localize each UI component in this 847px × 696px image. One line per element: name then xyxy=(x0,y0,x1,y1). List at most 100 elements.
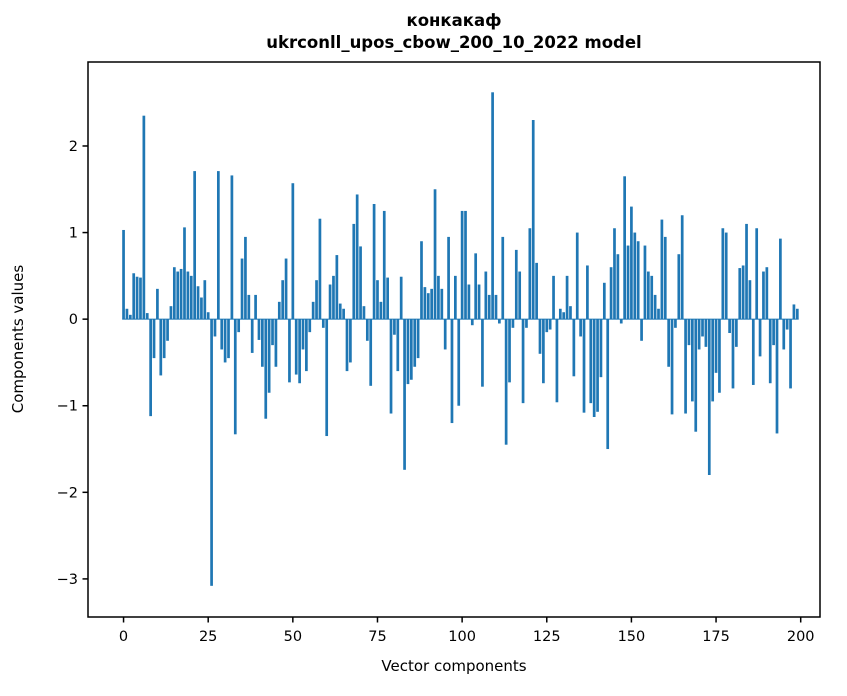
bar-142 xyxy=(602,282,606,320)
chart-title-line1: конкакаф xyxy=(407,11,502,30)
bar-167 xyxy=(687,319,691,346)
bar-48 xyxy=(284,258,288,320)
bar-62 xyxy=(332,275,335,320)
bar-44 xyxy=(271,319,274,346)
bar-165 xyxy=(680,215,684,320)
bar-1 xyxy=(125,308,129,320)
bar-144 xyxy=(609,267,613,320)
bar-196 xyxy=(785,319,789,330)
bar-138 xyxy=(589,319,593,404)
bar-117 xyxy=(518,271,522,320)
bar-140 xyxy=(596,319,599,412)
bar-157 xyxy=(653,294,657,320)
bar-191 xyxy=(768,319,772,384)
bar-73 xyxy=(369,319,373,386)
bar-132 xyxy=(569,306,572,320)
bar-3 xyxy=(132,273,136,320)
bar-158 xyxy=(657,308,660,320)
bar-123 xyxy=(538,319,542,354)
x-tick-label-75: 75 xyxy=(368,629,386,645)
bar-43 xyxy=(267,319,271,393)
y-axis-label: Components values xyxy=(9,265,27,414)
bar-141 xyxy=(599,319,603,378)
bar-89 xyxy=(423,287,427,320)
chart-title-line2: ukrconll_upos_cbow_200_10_2022 model xyxy=(266,33,641,52)
bar-149 xyxy=(626,245,630,320)
bar-8 xyxy=(149,319,152,417)
bar-15 xyxy=(172,267,176,320)
bar-169 xyxy=(694,319,698,432)
bar-32 xyxy=(230,175,234,320)
bar-21 xyxy=(193,171,197,320)
bar-33 xyxy=(233,319,237,435)
bar-95 xyxy=(443,319,447,350)
bar-163 xyxy=(674,319,677,328)
bar-105 xyxy=(477,284,481,320)
bar-178 xyxy=(724,232,728,320)
bar-26 xyxy=(210,319,213,586)
bar-49 xyxy=(288,319,291,383)
bar-38 xyxy=(250,319,254,353)
bar-64 xyxy=(338,303,342,320)
bar-47 xyxy=(281,280,285,320)
bar-161 xyxy=(667,319,671,367)
bar-22 xyxy=(196,286,200,320)
bar-170 xyxy=(697,319,701,350)
bar-91 xyxy=(430,288,434,320)
bar-51 xyxy=(294,319,298,375)
bar-29 xyxy=(220,319,224,350)
bar-70 xyxy=(359,246,362,320)
bar-128 xyxy=(555,319,559,403)
bar-139 xyxy=(592,319,596,417)
bar-76 xyxy=(379,301,383,320)
bar-199 xyxy=(795,308,799,320)
bar-37 xyxy=(247,294,251,320)
bar-189 xyxy=(762,271,765,320)
bar-126 xyxy=(548,319,552,330)
bar-16 xyxy=(176,271,180,320)
x-tick-label-25: 25 xyxy=(199,629,217,645)
bar-171 xyxy=(701,319,704,337)
bar-118 xyxy=(521,319,525,404)
bar-172 xyxy=(704,319,708,347)
bar-11 xyxy=(159,319,163,376)
bar-5 xyxy=(139,277,142,320)
bar-122 xyxy=(535,262,538,320)
bar-93 xyxy=(437,275,440,320)
bar-17 xyxy=(179,268,183,320)
bar-34 xyxy=(237,319,241,333)
bar-46 xyxy=(277,301,281,320)
y-tick-label--1: −1 xyxy=(57,399,78,415)
bar-39 xyxy=(254,294,257,320)
bar-69 xyxy=(355,194,359,320)
bar-102 xyxy=(467,284,471,320)
bar-110 xyxy=(494,294,498,320)
bar-143 xyxy=(606,319,610,450)
bar-90 xyxy=(426,293,430,320)
bar-124 xyxy=(542,319,545,384)
bar-59 xyxy=(321,319,325,328)
bar-101 xyxy=(464,210,467,320)
bar-54 xyxy=(305,319,308,372)
bar-148 xyxy=(623,176,626,320)
bar-42 xyxy=(264,319,268,419)
bar-14 xyxy=(169,306,173,320)
bar-186 xyxy=(751,319,755,385)
y-tick-label--3: −3 xyxy=(57,572,78,588)
bar-127 xyxy=(552,275,555,320)
bar-190 xyxy=(765,267,769,320)
bar-176 xyxy=(718,319,721,393)
bar-111 xyxy=(498,319,501,324)
bar-19 xyxy=(186,271,190,320)
bar-183 xyxy=(741,265,745,320)
bar-151 xyxy=(633,232,637,320)
bar-79 xyxy=(389,319,393,414)
bar-88 xyxy=(420,241,423,320)
bar-145 xyxy=(613,228,616,320)
bar-18 xyxy=(183,227,186,320)
bar-162 xyxy=(670,319,674,415)
bar-80 xyxy=(393,319,396,335)
bar-109 xyxy=(491,92,494,320)
